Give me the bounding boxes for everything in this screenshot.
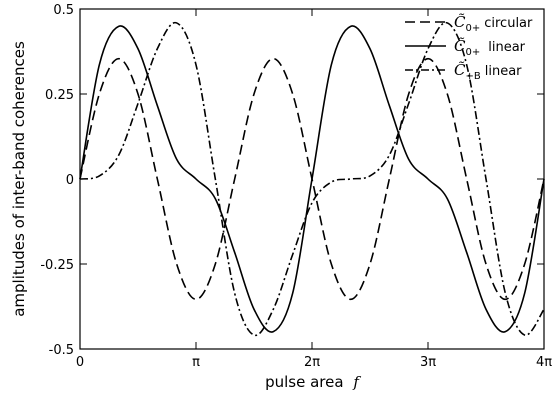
legend-subscript-1: 0+ <box>465 47 480 58</box>
legend-symbol-1: C̃ <box>454 37 466 55</box>
legend-label-1: linear <box>488 40 525 55</box>
legend-subscript-2: +B <box>465 71 480 82</box>
legend: C̃0+ circular C̃0+ linear C̃+B linear <box>405 13 533 82</box>
legend-symbol-2: C̃ <box>454 61 466 79</box>
legend-symbol-0: C̃ <box>454 13 466 31</box>
x-tick-label-2: 2π <box>304 355 320 370</box>
ticks-layer: 0 π 2π 3π 4π 0.5 0.25 0 -0.25 -0.5 <box>40 3 552 370</box>
x-tick-label-1: π <box>192 355 200 370</box>
legend-subscript-0: 0+ <box>465 23 480 34</box>
legend-label-0: circular <box>484 16 533 31</box>
legend-entry-1: C̃0+ linear <box>454 37 526 58</box>
series-layer <box>79 21 545 337</box>
legend-label-2: linear <box>485 64 522 79</box>
x-tick-label-0: 0 <box>76 355 84 370</box>
legend-entry-0: C̃0+ circular <box>454 13 533 34</box>
y-tick-label-1: 0.25 <box>45 88 74 103</box>
y-tick-label-0: 0.5 <box>53 3 74 18</box>
x-tick-label-3: 3π <box>420 355 436 370</box>
legend-entry-2: C̃+B linear <box>454 61 522 82</box>
y-tick-label-4: -0.5 <box>49 343 74 358</box>
y-tick-label-3: -0.25 <box>40 258 74 273</box>
series-line-2 <box>79 21 545 337</box>
y-tick-label-2: 0 <box>66 173 74 188</box>
y-axis-title: amplitudes of inter-band coherences <box>10 41 28 317</box>
x-axis-title-symbol: f <box>352 373 361 391</box>
x-tick-label-4: 4π <box>536 355 552 370</box>
series-line-1 <box>79 25 545 333</box>
x-axis-title-text: pulse area <box>265 373 343 391</box>
x-axis-title: pulse area f <box>265 373 361 391</box>
